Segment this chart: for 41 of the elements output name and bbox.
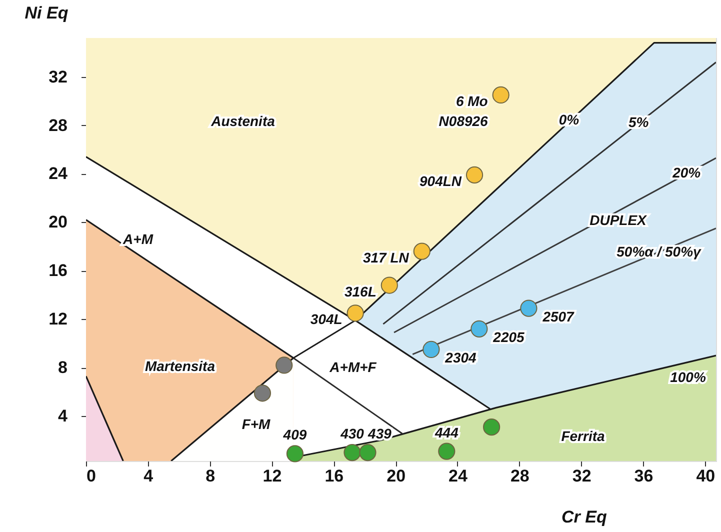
x-tick-label: 4: [144, 466, 154, 486]
x-axis-title: Cr Eq: [562, 508, 608, 526]
annotation: 2205: [492, 328, 525, 345]
x-tick-label: 8: [206, 466, 216, 486]
annotation: 904LN: [419, 172, 462, 189]
y-tick-label: 32: [48, 67, 68, 86]
x-tick-label: 40: [696, 466, 716, 486]
annotation: 2507: [542, 308, 576, 324]
annotation: 6 Mo: [456, 92, 488, 109]
x-tick-label: 36: [634, 466, 654, 486]
x-tick-label: 20: [386, 466, 406, 486]
x-tick-label: 24: [448, 466, 468, 486]
annotation: 444: [434, 424, 459, 440]
y-tick-label: 24: [48, 164, 68, 184]
x-tick-label: 16: [324, 466, 344, 486]
annotation: Martensita: [144, 358, 216, 374]
y-tick-label: 16: [48, 261, 68, 280]
y-tick-label: 20: [48, 212, 68, 232]
annotation: N08926: [438, 112, 488, 129]
annotation: 304L: [310, 311, 342, 328]
x-tick-label: 32: [572, 466, 592, 486]
annotation: A+M+F: [328, 359, 377, 375]
x-tick-label: 28: [510, 466, 530, 486]
y-axis-title: Ni Eq: [24, 4, 69, 22]
annotation: 2304: [444, 349, 477, 366]
annotation: 317 LN: [362, 249, 410, 266]
y-tick-label: 4: [58, 406, 68, 426]
annotation: 430: [340, 426, 364, 442]
annotation: 316L: [344, 283, 376, 300]
annotation: Austenita: [210, 113, 276, 129]
annotation: F+M: [242, 416, 271, 432]
annotation: 100%: [670, 369, 706, 385]
x-tick-label: 12: [262, 466, 282, 486]
y-tick-label: 28: [48, 116, 68, 135]
annotation: Ferrita: [561, 428, 605, 444]
annotation: 409: [282, 426, 307, 443]
annotation: 439: [367, 426, 392, 442]
annotation: A+M: [122, 231, 154, 247]
y-tick-label: 12: [48, 310, 68, 329]
y-tick-label: 8: [58, 358, 68, 378]
x-tick-label: 0: [86, 466, 96, 486]
